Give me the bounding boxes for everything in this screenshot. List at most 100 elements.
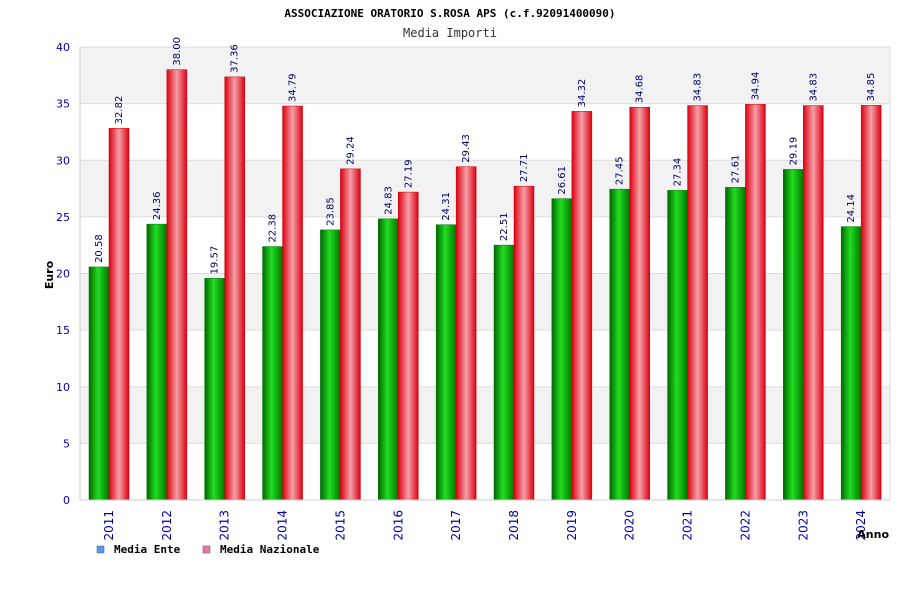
bars [88, 69, 882, 501]
bar-media-ente-2020 [609, 188, 630, 501]
bar-media-ente-2012 [146, 223, 168, 501]
x-tick-label: 2024 [854, 510, 868, 541]
x-tick-label: 2011 [102, 510, 116, 541]
bar-media-nazionale-2017 [455, 166, 477, 501]
x-tick-label: 2022 [738, 510, 752, 541]
value-label: 38.00 [172, 37, 183, 66]
bar-media-nazionale-2021 [687, 105, 708, 501]
legend-swatch [202, 545, 211, 554]
bar-media-ente-2023 [783, 169, 804, 501]
background-band [80, 103, 890, 161]
value-label: 27.34 [673, 158, 684, 187]
bar-media-nazionale-2023 [803, 105, 824, 501]
x-tick-label: 2018 [507, 510, 521, 541]
y-tick-label: 20 [56, 268, 70, 281]
y-tick-label: 5 [63, 437, 70, 450]
y-tick-label: 25 [56, 211, 70, 224]
y-tick-label: 40 [56, 41, 70, 54]
bar-media-ente-2011 [88, 266, 110, 501]
value-label: 23.85 [325, 197, 336, 226]
value-label: 24.83 [383, 186, 394, 215]
value-label: 24.36 [152, 191, 163, 220]
chart-subtitle: Media Importi [403, 26, 497, 40]
bar-media-nazionale-2024 [860, 105, 882, 501]
bar-media-ente-2019 [551, 198, 573, 501]
background-band [80, 160, 890, 217]
x-tick-label: 2021 [681, 510, 695, 541]
bar-media-ente-2022 [725, 187, 746, 501]
x-tick-label: 2014 [276, 510, 290, 541]
y-axis-label: Euro [43, 260, 56, 289]
bar-media-ente-2021 [667, 190, 688, 501]
background-band [80, 273, 890, 331]
bar-media-nazionale-2018 [513, 185, 535, 501]
y-tick-label: 35 [56, 98, 70, 111]
value-label: 34.94 [750, 72, 761, 101]
bar-media-nazionale-2016 [398, 191, 419, 501]
value-label: 19.57 [210, 246, 221, 275]
y-tick-label: 10 [56, 381, 70, 394]
value-label: 27.71 [519, 154, 530, 183]
bar-media-nazionale-2015 [340, 168, 361, 501]
axes [79, 47, 891, 501]
value-label: 29.24 [345, 136, 356, 165]
chart-title: ASSOCIAZIONE ORATORIO S.ROSA APS (c.f.92… [284, 7, 615, 20]
value-label: 20.58 [94, 234, 105, 263]
value-label: 29.19 [788, 137, 799, 166]
x-tick-label: 2015 [333, 510, 347, 541]
value-label: 27.45 [615, 156, 626, 185]
bar-media-ente-2015 [320, 229, 341, 501]
value-label: 26.61 [557, 166, 568, 195]
background-band [80, 216, 890, 274]
x-tick-labels: 2011 2012 2013 2014 2015 2016 2017 2018 2019 2020… [102, 510, 868, 541]
x-tick-label: 2012 [160, 510, 174, 541]
legend-label: Media Nazionale [220, 543, 320, 556]
bar-media-ente-2018 [493, 244, 515, 501]
value-label: 34.68 [635, 75, 646, 104]
x-tick-label: 2019 [565, 510, 579, 541]
value-label: 27.61 [730, 155, 741, 184]
value-label: 34.83 [693, 73, 704, 102]
x-axis-label: Anno [857, 528, 889, 541]
legend: Media Ente Media Nazionale [96, 543, 320, 556]
x-tick-label: 2017 [449, 510, 463, 541]
value-label: 37.36 [230, 44, 241, 73]
bar-media-nazionale-2019 [571, 111, 593, 501]
x-tick-label: 2023 [796, 510, 810, 541]
bar-media-nazionale-2022 [745, 104, 766, 501]
bar-media-ente-2013 [204, 278, 225, 501]
y-tick-label: 15 [56, 324, 70, 337]
x-tick-label: 2020 [623, 510, 637, 541]
x-tick-label: 2016 [391, 510, 405, 541]
bar-media-nazionale-2012 [166, 69, 188, 501]
x-tick-label: 2013 [218, 510, 232, 541]
legend-swatch [96, 545, 105, 554]
bar-media-ente-2014 [262, 246, 283, 501]
background-band [80, 330, 890, 387]
value-label: 24.14 [846, 194, 857, 223]
value-label: 22.38 [268, 214, 279, 243]
value-label: 24.31 [441, 192, 452, 221]
value-label: 34.79 [288, 73, 299, 102]
bar-media-nazionale-2020 [629, 106, 650, 501]
value-label: 34.85 [866, 73, 877, 102]
y-tick-labels: 0 5 10 15 20 25 30 35 40 [56, 41, 70, 507]
background-band [80, 47, 890, 104]
value-label: 34.32 [577, 79, 588, 108]
y-tick-label: 0 [63, 494, 70, 507]
y-tick-label: 30 [56, 154, 70, 167]
value-label: 34.83 [808, 73, 819, 102]
background-band [80, 443, 890, 500]
bar-media-ente-2024 [840, 226, 862, 501]
legend-label: Media Ente [114, 543, 181, 556]
value-label: 27.19 [403, 159, 414, 188]
background-band [80, 386, 890, 444]
bar-media-nazionale-2013 [224, 76, 245, 501]
bar-media-ente-2016 [378, 218, 399, 501]
bar-media-nazionale-2011 [108, 128, 130, 501]
value-label: 29.43 [461, 134, 472, 163]
value-label: 32.82 [114, 96, 125, 125]
value-labels: 20.58 32.82 24.36 38.00 19.57 37.36 22.38 34.79… [94, 37, 877, 274]
bar-media-nazionale-2014 [282, 105, 303, 501]
